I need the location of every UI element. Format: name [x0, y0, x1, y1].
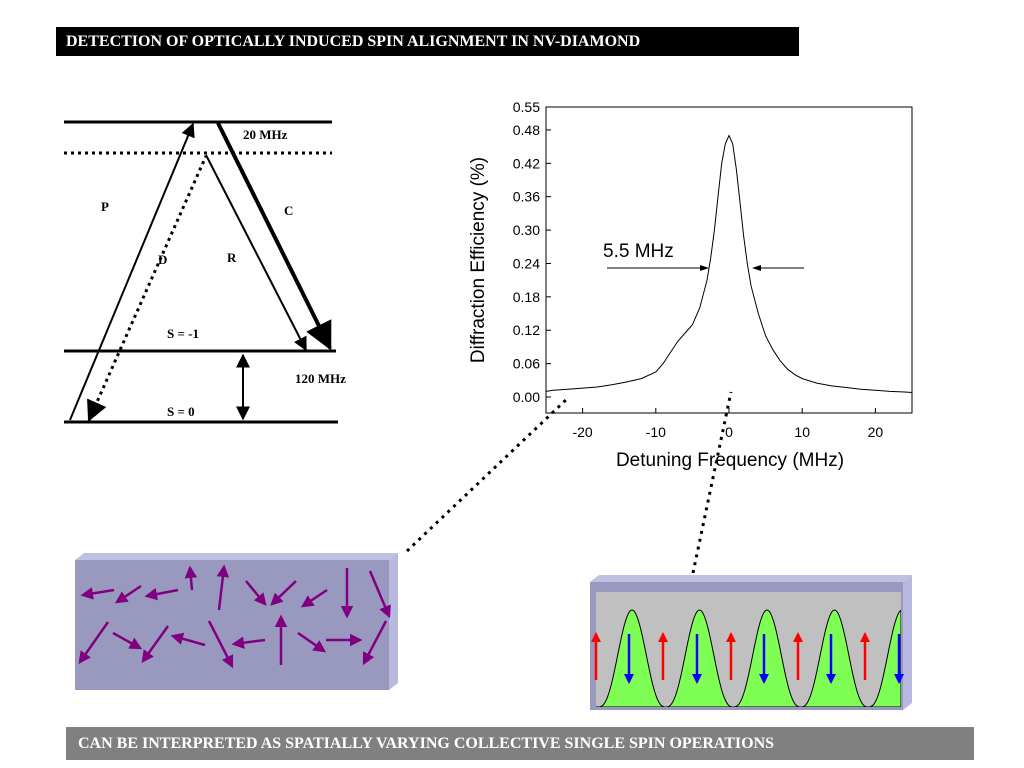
spin-arrow: [184, 565, 198, 591]
spin-arrow: [297, 631, 327, 653]
spin-grating-panel: [590, 575, 912, 710]
spin-arrow: [170, 632, 206, 647]
y-tick-label: 0.30: [513, 222, 540, 238]
spin-arrow: [368, 570, 391, 619]
random-spins-panel: [75, 553, 398, 690]
spin-arrow: [207, 620, 234, 669]
x-tick-label: -10: [646, 424, 666, 440]
label-c: C: [284, 203, 293, 218]
spin-arrow: [114, 584, 142, 604]
grating-wave: [596, 609, 901, 707]
y-tick-label: 0.42: [513, 155, 540, 171]
spin-arrow: [270, 580, 297, 606]
panel-side-face: [389, 553, 398, 690]
y-tick-label: 0.06: [513, 356, 540, 372]
label-r: R: [227, 250, 237, 265]
label-d: D: [158, 252, 167, 267]
x-tick-label: 20: [868, 424, 884, 440]
arrow-r: [205, 154, 307, 352]
y-tick-label: 0.55: [513, 99, 540, 115]
panel-front-face: [75, 560, 389, 690]
slide-title: DETECTION OF OPTICALLY INDUCED SPIN ALIG…: [56, 27, 799, 56]
connector-right-dotted: [691, 391, 733, 574]
y-tick-label: 0.24: [513, 255, 540, 271]
connector-left-dotted: [405, 395, 571, 553]
x-tick-label: 10: [794, 424, 810, 440]
spin-arrow: [78, 621, 110, 665]
slide-footer: CAN BE INTERPRETED AS SPATIALLY VARYING …: [66, 727, 974, 760]
spin-arrow: [362, 620, 388, 666]
spin-arrow: [216, 564, 230, 611]
arrow-d: [87, 155, 208, 422]
x-tick-label: 0: [725, 424, 733, 440]
label-s-0: S = 0: [167, 404, 195, 419]
arrow-c: [216, 122, 332, 351]
series-curve: [545, 134, 913, 393]
grating-top-face: [590, 575, 912, 582]
spin-arrow: [141, 625, 170, 664]
chart-fwhm-annotation: 5.5 MHz: [603, 241, 674, 262]
label-s-minus1: S = -1: [167, 326, 199, 341]
arrow-p: [69, 122, 195, 421]
x-tick-label: -20: [572, 424, 592, 440]
spin-arrow: [300, 588, 328, 608]
fwhm-arrowhead-right: [752, 265, 761, 271]
y-tick-label: 0.00: [513, 389, 540, 405]
energy-level-diagram: 20 MHz P C D R S = -1 120 MHz S = 0: [64, 120, 346, 424]
spin-arrow: [80, 587, 115, 600]
label-p: P: [101, 199, 109, 214]
y-tick-label: 0.48: [513, 122, 540, 138]
y-tick-label: 0.36: [513, 189, 540, 205]
diffraction-spectrum-chart: 0.00 0.06 0.12 0.18 0.24 0.30 0.36 0.42 0.48 0.55…: [468, 99, 913, 471]
label-120mhz: 120 MHz: [295, 371, 346, 386]
spin-arrow: [245, 580, 267, 606]
spin-arrow: [231, 636, 266, 649]
chart-y-axis-label: Diffraction Efficiency (%): [468, 157, 489, 363]
spin-arrow: [112, 631, 143, 650]
grating-side-face: [903, 575, 912, 710]
y-tick-label: 0.12: [513, 322, 540, 338]
fwhm-arrowhead-left: [700, 265, 709, 271]
label-20mhz: 20 MHz: [243, 127, 288, 142]
panel-top-face: [75, 553, 398, 560]
spin-arrow: [144, 587, 179, 601]
y-tick-label: 0.18: [513, 289, 540, 305]
chart-x-axis-label: Detuning Frequency (MHz): [616, 450, 844, 471]
